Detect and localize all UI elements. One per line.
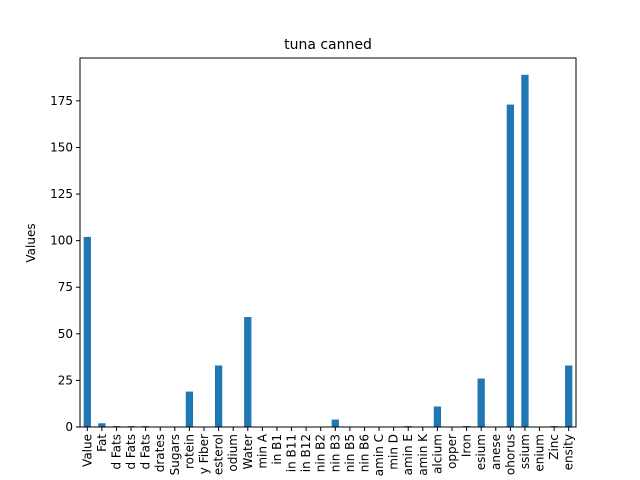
x-tick-label: esium xyxy=(474,434,488,470)
bar xyxy=(83,236,91,427)
y-ticks-group: 0 25 50 75 100 125 150 175 xyxy=(50,94,80,434)
bar xyxy=(214,365,223,427)
x-tick-label: Water xyxy=(241,434,255,470)
x-tick-label: in B1 xyxy=(270,434,284,465)
bar xyxy=(185,391,194,427)
y-tick-label: 50 xyxy=(58,327,73,341)
x-tick-label: alcium xyxy=(430,434,444,474)
x-tick-label: nin B3 xyxy=(328,434,342,472)
x-tick-label: Iron xyxy=(460,434,474,457)
x-tick-label: min A xyxy=(255,433,269,468)
x-tick-label: y Fiber xyxy=(197,434,211,474)
x-tick-label: nin B6 xyxy=(357,434,371,472)
bar xyxy=(477,378,485,427)
x-tick-label: opper xyxy=(445,434,459,469)
x-tick-label: drates xyxy=(153,434,167,472)
x-ticks-group: Value Fat d Fats d Fats d Fats drates Sugars ro… xyxy=(80,427,576,476)
chart-title: tuna canned xyxy=(284,37,372,53)
bar xyxy=(98,423,106,427)
x-tick-label: d Fats xyxy=(109,434,123,470)
x-tick-label: Zinc xyxy=(547,434,561,460)
y-tick-label: 125 xyxy=(50,187,73,201)
y-tick-label: 150 xyxy=(50,140,73,154)
x-tick-label: ensity xyxy=(562,434,576,470)
x-tick-label: in B12 xyxy=(299,434,313,472)
x-tick-label: ssium xyxy=(518,434,532,469)
x-tick-label: rotein xyxy=(182,434,196,469)
y-tick-label: 100 xyxy=(50,234,73,248)
x-tick-label: nin B2 xyxy=(314,434,328,472)
x-tick-label: Sugars xyxy=(168,434,182,475)
plot-frame xyxy=(79,57,577,428)
x-tick-label: enium xyxy=(533,434,547,472)
bar xyxy=(433,406,442,427)
bar xyxy=(244,317,252,427)
y-tick-label: 25 xyxy=(58,373,73,387)
x-tick-label: odium xyxy=(226,434,240,472)
bar xyxy=(331,419,339,427)
x-tick-label: amin C xyxy=(372,434,386,476)
x-tick-label: esterol xyxy=(212,434,226,475)
x-tick-label: Fat xyxy=(95,434,109,452)
bar xyxy=(506,104,514,427)
x-tick-label: amin K xyxy=(416,433,430,476)
x-tick-label: d Fats xyxy=(124,434,138,470)
x-tick-label: d Fats xyxy=(139,434,153,470)
bar xyxy=(521,74,529,427)
y-tick-label: 0 xyxy=(65,420,73,434)
bar xyxy=(565,365,573,427)
x-tick-label: in B11 xyxy=(285,434,299,472)
x-tick-label: amin E xyxy=(401,434,415,475)
y-tick-label: 75 xyxy=(58,280,73,294)
x-tick-label: min D xyxy=(387,434,401,470)
y-axis-label: Values xyxy=(24,223,38,262)
x-tick-label: anese xyxy=(489,434,503,470)
x-tick-label: Value xyxy=(80,434,94,467)
bars-group xyxy=(83,74,573,427)
x-tick-label: nin B5 xyxy=(343,434,357,472)
y-tick-label: 175 xyxy=(50,94,73,108)
x-tick-label: ohorus xyxy=(503,434,517,475)
